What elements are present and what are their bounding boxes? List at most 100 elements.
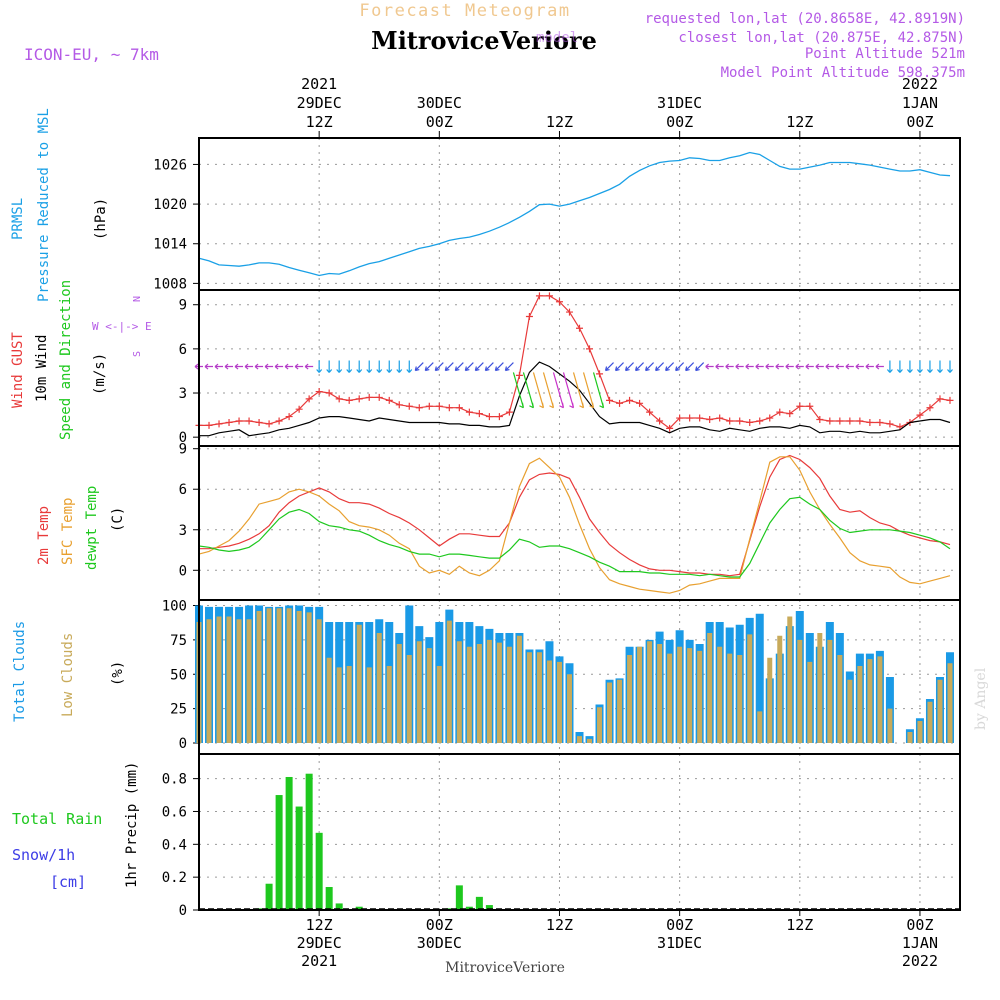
gust-marker bbox=[555, 298, 563, 306]
wind-arrow bbox=[785, 363, 794, 370]
gust-marker bbox=[576, 324, 583, 332]
y-tick-label: 1008 bbox=[153, 276, 187, 292]
wind-arrow bbox=[705, 363, 714, 370]
low-cloud-bar bbox=[446, 620, 452, 743]
gust-marker bbox=[235, 417, 243, 425]
wind-arrow bbox=[805, 363, 814, 370]
gust-marker bbox=[696, 414, 704, 422]
wind-arrow bbox=[634, 362, 645, 372]
point-altitude: Point Altitude 521m bbox=[805, 46, 965, 62]
gust-marker bbox=[345, 396, 353, 404]
y-tick-label: 0 bbox=[179, 736, 187, 752]
top-tick-label: 12Z bbox=[546, 113, 573, 131]
y-tick-label: 6 bbox=[179, 482, 187, 498]
wind-arrow bbox=[755, 363, 764, 370]
y-tick-label: 25 bbox=[170, 702, 187, 718]
bottom-tick-label: 2022 bbox=[902, 952, 938, 970]
wind-arrow bbox=[675, 362, 685, 372]
low-cloud-bar bbox=[566, 674, 572, 743]
gust-marker bbox=[866, 418, 874, 426]
gust-marker bbox=[535, 292, 543, 300]
wind-arrow bbox=[896, 360, 903, 373]
low-cloud-bar bbox=[316, 619, 322, 743]
low-cloud-bar bbox=[597, 707, 603, 743]
gust-marker bbox=[305, 395, 313, 403]
low-cloud-bar bbox=[787, 616, 793, 743]
low-cloud-bar bbox=[767, 657, 773, 743]
compass-south: S bbox=[132, 351, 143, 357]
wind-arrow bbox=[254, 363, 264, 370]
gust-marker bbox=[806, 402, 814, 410]
gust-marker bbox=[586, 345, 594, 353]
gust-marker bbox=[926, 404, 934, 412]
wind-arrow bbox=[775, 363, 784, 370]
low-cloud-bar bbox=[496, 642, 502, 743]
low-cloud-bar bbox=[857, 666, 863, 743]
low-cloud-bar bbox=[947, 663, 953, 743]
footer-station: MitroviceVeriore bbox=[445, 960, 565, 976]
low-cloud-bar bbox=[266, 608, 272, 743]
low-cloud-bar bbox=[286, 608, 292, 743]
wind-arrow bbox=[655, 362, 665, 372]
rain-bar bbox=[475, 896, 483, 910]
gust-marker bbox=[455, 404, 463, 412]
wind-arrow bbox=[214, 363, 224, 370]
wind-arrow bbox=[366, 360, 373, 373]
wind-arrow bbox=[835, 363, 844, 370]
cloud-unit: (%) bbox=[110, 661, 126, 686]
gust-marker bbox=[666, 424, 674, 432]
temp2m-line bbox=[199, 454, 951, 577]
wind-arrow bbox=[906, 360, 913, 373]
gust-marker bbox=[295, 405, 303, 413]
gust-marker bbox=[646, 408, 654, 416]
y-tick-label: 9 bbox=[179, 298, 187, 314]
bottom-tick-label: 29DEC bbox=[297, 934, 342, 952]
bottom-tick-label: 00Z bbox=[426, 916, 453, 934]
gust-marker bbox=[505, 408, 513, 416]
low-cloud-bar bbox=[296, 611, 302, 743]
bottom-tick-label: 12Z bbox=[546, 916, 573, 934]
y-tick-label: 50 bbox=[170, 667, 187, 683]
wind-arrow bbox=[592, 372, 605, 409]
panel-frame bbox=[198, 137, 961, 291]
gust-marker bbox=[225, 418, 233, 426]
low-cloud-bar bbox=[927, 701, 933, 743]
gust-marker bbox=[686, 414, 694, 422]
low-cloud-bar bbox=[336, 667, 342, 743]
y-tick-label: 3 bbox=[179, 523, 187, 539]
low-cloud-bar bbox=[366, 667, 372, 743]
wind-line bbox=[199, 361, 951, 437]
gust-marker bbox=[756, 417, 764, 425]
gust-marker bbox=[836, 417, 844, 425]
low-cloud-bar bbox=[256, 611, 262, 743]
y-tick-label: 0.4 bbox=[162, 837, 187, 853]
wind-arrow bbox=[765, 363, 774, 370]
gust-marker bbox=[846, 417, 854, 425]
rain-bar bbox=[335, 903, 343, 910]
gust-line bbox=[199, 295, 951, 430]
low-cloud-bar bbox=[677, 646, 683, 743]
temp2m-label: 2m Temp bbox=[36, 506, 52, 565]
low-cloud-bar bbox=[206, 619, 212, 743]
gust-marker bbox=[616, 399, 624, 407]
bottom-tick-label: 31DEC bbox=[657, 934, 702, 952]
low-cloud-bar bbox=[436, 666, 442, 743]
gust-marker bbox=[335, 395, 343, 403]
wind-arrow bbox=[386, 360, 393, 373]
low-cloud-bar bbox=[747, 634, 753, 743]
wind-arrow bbox=[512, 372, 525, 409]
wind-arrow bbox=[304, 363, 314, 370]
wind-arrow bbox=[695, 362, 705, 372]
low-cloud-bar bbox=[587, 738, 593, 743]
wind-arrow bbox=[346, 360, 353, 373]
wind-arrow bbox=[604, 362, 614, 372]
gust-marker bbox=[365, 393, 373, 401]
low-cloud-bar bbox=[707, 633, 713, 743]
low-cloud-bar bbox=[556, 661, 562, 743]
total-rain-label: Total Rain bbox=[12, 810, 102, 828]
wind-arrow bbox=[444, 362, 454, 372]
wind-arrow bbox=[244, 363, 254, 370]
low-cloud-bar bbox=[306, 612, 312, 743]
